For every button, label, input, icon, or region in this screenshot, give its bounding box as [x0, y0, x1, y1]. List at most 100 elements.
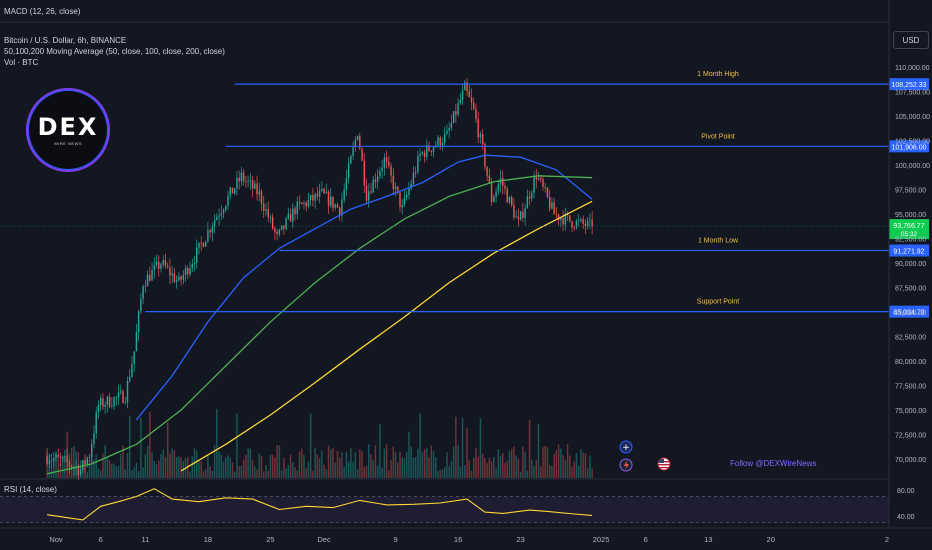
volume-legend[interactable]: Vol · BTC — [4, 58, 39, 67]
candle-body — [475, 108, 477, 120]
candle-body — [115, 397, 118, 399]
rsi-legend[interactable]: RSI (14, close) — [4, 485, 57, 494]
rsi-line — [47, 488, 593, 521]
rsi-pane — [0, 488, 889, 523]
candle-body — [432, 147, 435, 152]
candle-body — [323, 188, 325, 194]
volume-bar — [149, 411, 151, 478]
candle-body — [316, 193, 319, 197]
current-price-tag — [889, 219, 929, 240]
candlesticks[interactable] — [46, 77, 593, 480]
volume-bar — [513, 446, 515, 478]
volume-bar — [162, 449, 164, 478]
us-flag-icon[interactable] — [657, 457, 671, 471]
volume-bar — [589, 455, 591, 478]
candle-body — [571, 221, 573, 228]
chart-tool-icons[interactable]: + — [618, 439, 634, 479]
volume-bar — [506, 460, 508, 478]
volume-bar — [213, 444, 216, 478]
volume-bar — [316, 454, 319, 478]
candle-body — [388, 161, 390, 166]
symbol-title[interactable]: Bitcoin / U.S. Dollar, 6h, BINANCE — [4, 36, 127, 45]
candle-body — [338, 207, 341, 216]
candle-body — [271, 216, 274, 229]
candle-body — [555, 214, 558, 216]
candle-body — [86, 457, 89, 465]
volume-bar — [242, 459, 245, 478]
moving-average-legend[interactable]: 50,100,200 Moving Average (50, close, 10… — [4, 47, 225, 56]
price-tick-label: 75,000.00 — [895, 408, 926, 415]
candle-body — [461, 90, 464, 100]
volume-bar — [524, 451, 526, 478]
volume-bar — [300, 448, 303, 478]
volume-bar — [260, 456, 263, 478]
candle-body — [236, 177, 238, 189]
time-axis[interactable]: Nov 6 11 18 25 Dec 9 16 23 2025 6 13 20 2 — [49, 535, 889, 544]
candle-body — [222, 210, 225, 214]
svg-text:+: + — [622, 443, 630, 453]
volume-bar — [361, 451, 363, 478]
candle-body — [332, 196, 334, 208]
volume-bar — [122, 445, 124, 478]
candle-body — [196, 247, 198, 263]
time-tick-label: Dec — [317, 535, 331, 544]
volume-bar — [160, 454, 162, 478]
level-price-label: 91,271.92 — [893, 249, 924, 256]
candle-body — [144, 286, 147, 288]
volume-bar — [251, 459, 254, 478]
volume-bar — [254, 466, 256, 478]
candle-body — [437, 137, 439, 146]
candle-body — [238, 177, 240, 182]
level-price-label: 101,906.00 — [891, 144, 926, 151]
candle-body — [390, 165, 392, 176]
candle-body — [502, 178, 504, 186]
candle-body — [419, 153, 421, 156]
volume-bar — [421, 452, 424, 478]
volume-bar — [437, 471, 439, 478]
volume-bar — [560, 448, 562, 478]
level-label: Pivot Point — [701, 133, 735, 140]
candle-body — [149, 274, 151, 281]
candle-body — [231, 187, 234, 194]
volume-bar — [86, 471, 89, 478]
price-level-lines[interactable]: 1 Month High 108,252.33 Pivot Point 101,906… — [0, 71, 929, 318]
volume-bar — [142, 467, 144, 478]
volume-bar — [347, 461, 350, 478]
candle-body — [318, 190, 321, 197]
candle-body — [508, 197, 511, 203]
candle-body — [216, 216, 218, 220]
volume-bar — [131, 470, 133, 478]
price-axis[interactable]: 110,000.00 107,500.00 105,000.00 102,500.00… — [888, 0, 930, 528]
volume-bar — [180, 457, 182, 478]
candle-body — [300, 202, 303, 205]
volume-bar — [166, 422, 169, 478]
volume-bar — [356, 469, 359, 478]
candle-body — [417, 155, 419, 173]
candle-body — [343, 189, 345, 200]
volume-bar — [432, 451, 435, 478]
currency-button[interactable]: USD — [893, 31, 929, 49]
logo-text: DEX — [37, 112, 99, 141]
candle-body — [486, 166, 488, 176]
candle-body — [158, 261, 160, 269]
volume-bar — [271, 454, 274, 478]
volume-bar — [334, 462, 336, 478]
level-label: 1 Month High — [697, 71, 739, 78]
volume-bar — [586, 468, 589, 478]
volume-bar — [115, 466, 118, 478]
candle-body — [562, 217, 564, 225]
volume-bar — [502, 453, 504, 478]
candle-body — [446, 130, 448, 134]
candle-body — [327, 191, 330, 206]
price-tick-label: 80,000.00 — [895, 359, 926, 366]
volume-bar — [533, 466, 535, 478]
time-tick-label: 13 — [704, 535, 712, 544]
candle-body — [274, 228, 276, 232]
candle-body — [133, 351, 135, 364]
candle-body — [426, 145, 428, 158]
time-tick-label: 6 — [644, 535, 648, 544]
add-icon[interactable] — [619, 440, 633, 454]
candle-body — [153, 265, 156, 271]
volume-bar — [292, 462, 294, 478]
